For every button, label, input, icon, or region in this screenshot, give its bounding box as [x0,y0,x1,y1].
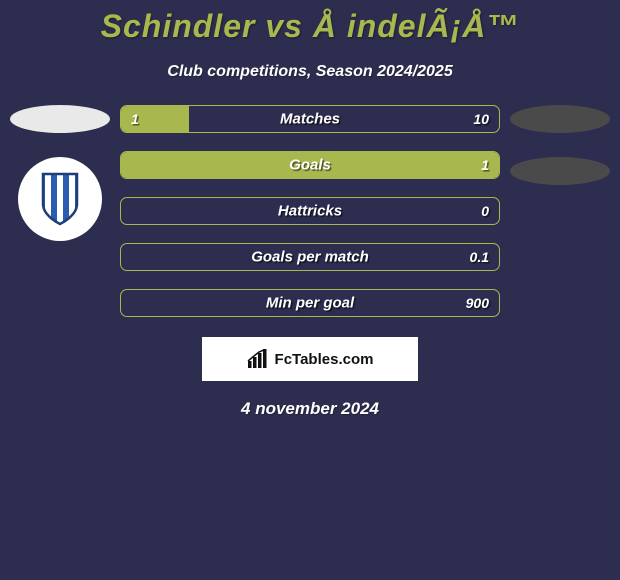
right-player-marker-2 [510,157,610,185]
stat-value-right: 0.1 [470,249,489,265]
stat-bar: Matches 1 10 [120,105,500,133]
stat-value-right: 0 [481,203,489,219]
stat-value-left: 1 [131,111,139,127]
left-player-col [10,105,110,241]
club-shield-icon [39,172,81,226]
date-line: 4 november 2024 [0,399,620,419]
stat-bar: Hattricks 0 [120,197,500,225]
stat-label: Min per goal [266,295,354,312]
right-player-col [510,105,610,185]
stat-label: Matches [280,111,340,128]
brand-box: FcTables.com [202,337,418,381]
stat-value-right: 10 [473,111,489,127]
stat-label: Goals [289,157,331,174]
stat-value-right: 900 [466,295,489,311]
subtitle: Club competitions, Season 2024/2025 [0,63,620,81]
stats-bars: Matches 1 10 Goals 1 Hattricks 0 Goals per matc… [120,105,500,317]
stat-bar: Goals 1 [120,151,500,179]
stat-value-right: 1 [481,157,489,173]
right-player-marker [510,105,610,133]
stat-label: Goals per match [251,249,369,266]
stat-label: Hattricks [278,203,342,220]
left-club-badge [18,157,102,241]
brand-chart-icon [247,349,269,369]
left-player-marker [10,105,110,133]
brand-text: FcTables.com [275,351,374,368]
comparison-row: Matches 1 10 Goals 1 Hattricks 0 Goals per matc… [0,105,620,317]
stat-bar: Goals per match 0.1 [120,243,500,271]
page-title: Schindler vs Å indelÃ¡Å™ [0,0,620,45]
stat-bar: Min per goal 900 [120,289,500,317]
